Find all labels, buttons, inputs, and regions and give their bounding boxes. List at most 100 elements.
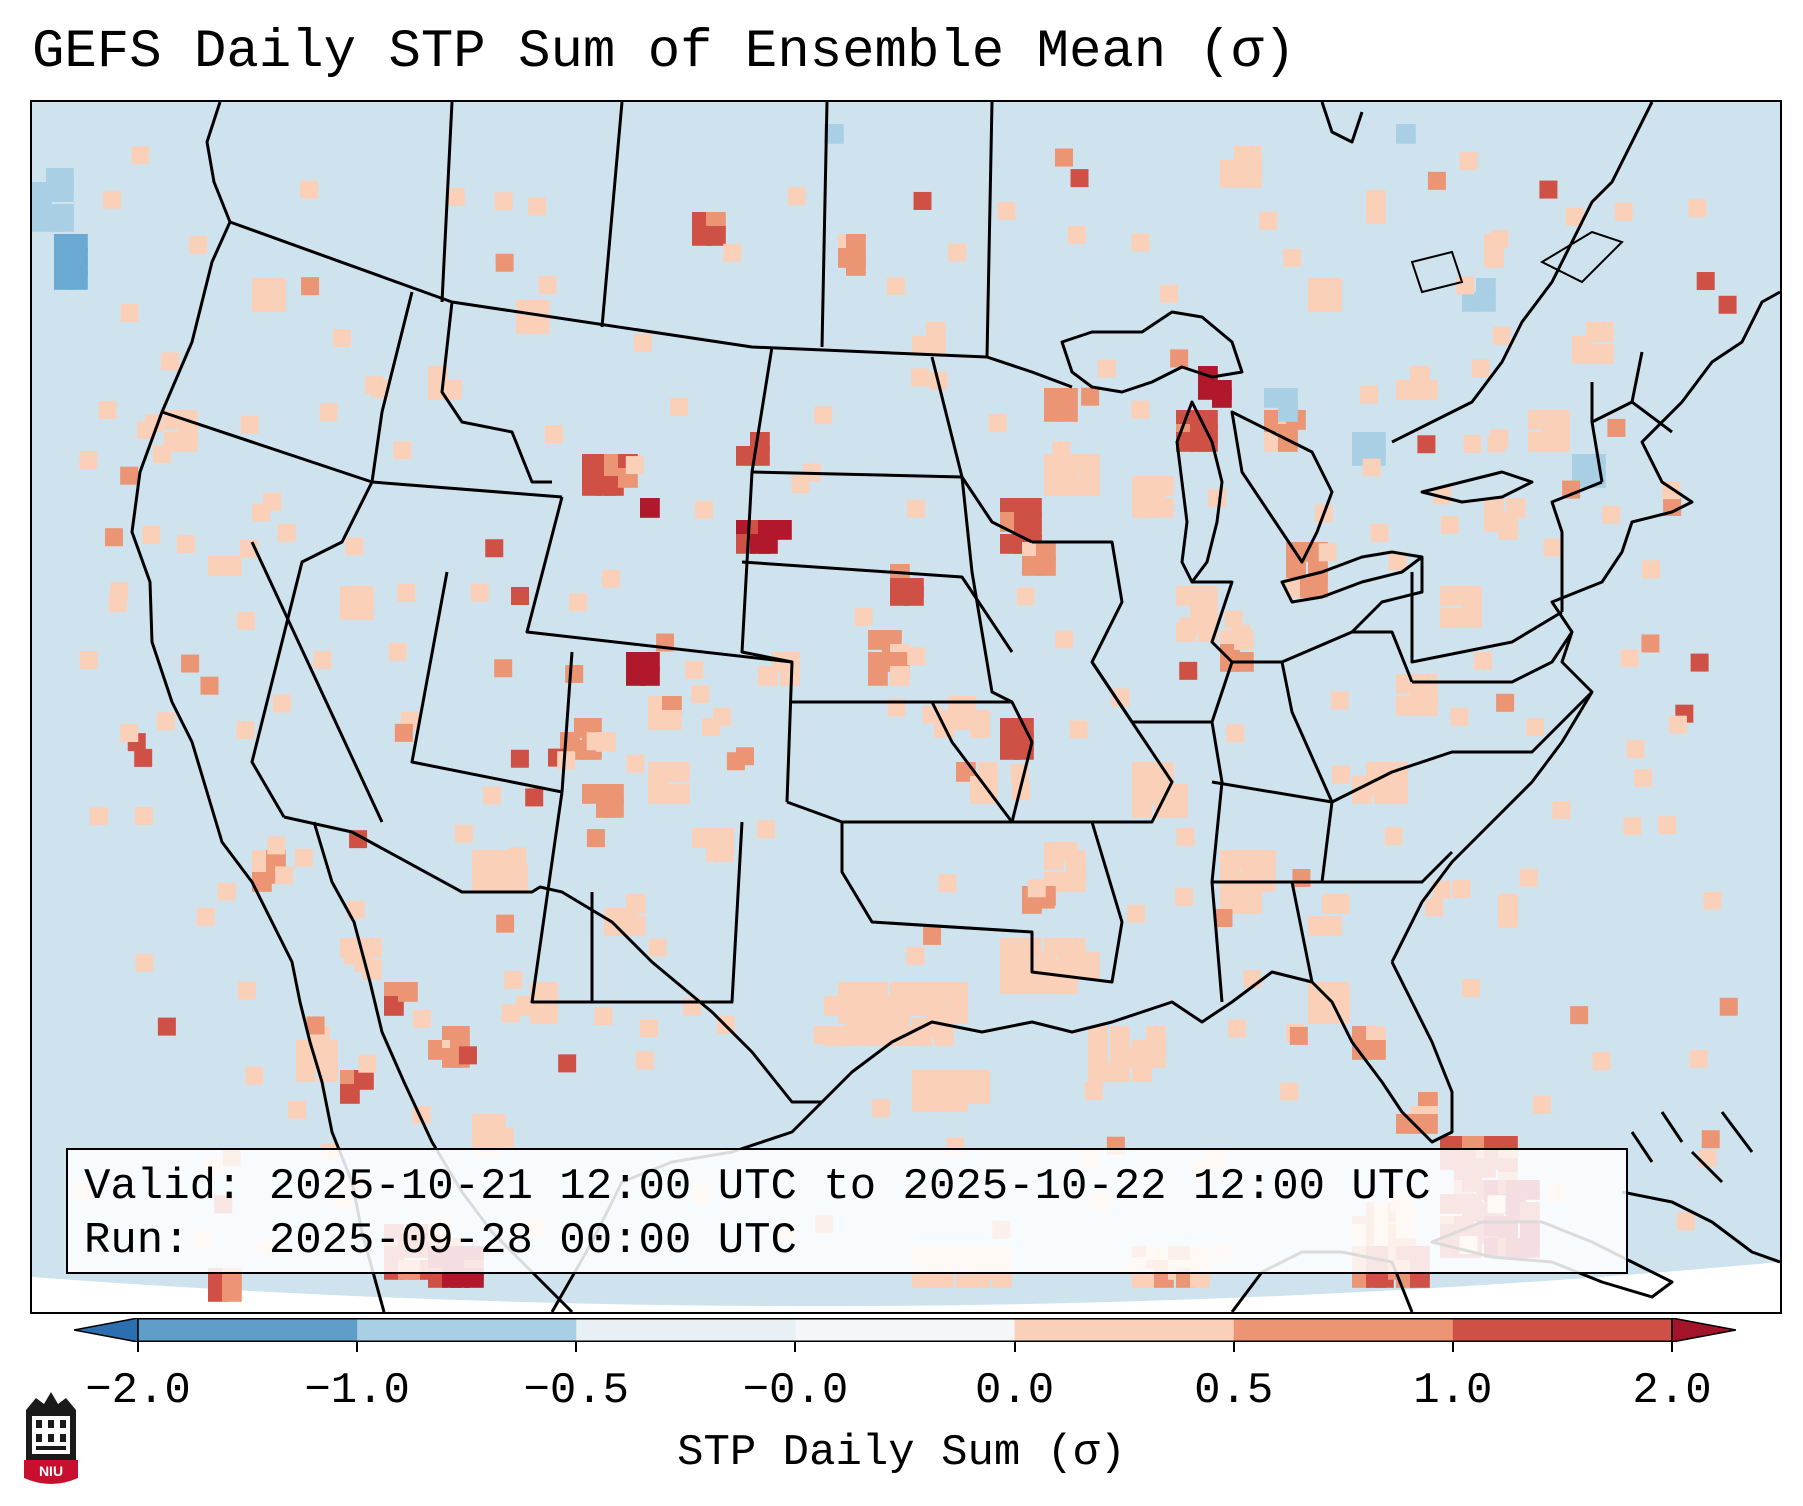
colorbar-tick-mark xyxy=(1013,1342,1016,1352)
stp-cell xyxy=(1614,202,1633,221)
stp-cell xyxy=(772,520,792,540)
stp-cell xyxy=(525,788,544,807)
stp-cell xyxy=(1111,688,1130,707)
valid-time-line: Valid: 2025-10-21 12:00 UTC to 2025-10-2… xyxy=(84,1162,1431,1212)
stp-cell xyxy=(594,1007,613,1026)
stp-cell xyxy=(1668,715,1687,734)
stp-cell xyxy=(1634,768,1653,787)
stp-cell xyxy=(1690,653,1709,672)
stp-cell xyxy=(1696,272,1715,291)
stp-cell xyxy=(1388,784,1408,804)
run-time-line: Run: 2025-09-28 00:00 UTC xyxy=(84,1216,797,1266)
stp-cell xyxy=(319,403,338,422)
stp-cell xyxy=(670,762,690,782)
stp-cell xyxy=(1097,359,1116,378)
colorbar-tick-label: −1.0 xyxy=(304,1366,410,1416)
stp-cell xyxy=(1440,515,1459,534)
stp-cell xyxy=(134,807,153,826)
projection-edge xyxy=(32,1262,1780,1312)
stp-cell xyxy=(1526,718,1545,737)
stp-cell xyxy=(120,724,139,743)
stp-cell xyxy=(626,916,646,936)
stp-cell xyxy=(1384,827,1403,846)
stp-cell xyxy=(1532,1095,1551,1114)
stp-cell xyxy=(161,352,180,371)
stp-cell xyxy=(626,754,645,773)
stp-cell xyxy=(814,406,833,425)
stp-cell xyxy=(1066,872,1086,892)
stp-cell xyxy=(1292,868,1311,887)
stp-cell xyxy=(362,938,382,958)
stp-cell xyxy=(1224,610,1243,629)
map-panel xyxy=(30,100,1782,1314)
stp-cell xyxy=(1594,322,1614,342)
stp-cell xyxy=(923,926,942,945)
stp-cell xyxy=(494,1128,514,1148)
stp-cell xyxy=(926,336,946,356)
stp-cell xyxy=(313,651,332,670)
stp-cell xyxy=(1242,894,1262,914)
stp-cell xyxy=(236,611,255,630)
stp-cell xyxy=(1170,349,1189,368)
stp-cell xyxy=(1498,520,1518,540)
stp-cell xyxy=(1070,169,1089,188)
stp-cell xyxy=(1461,979,1480,998)
colorbar-tick-mark xyxy=(794,1342,797,1352)
colorbar-tick-label: 2.0 xyxy=(1632,1366,1712,1416)
stp-cell xyxy=(1283,248,1302,267)
colorbar-extend-high xyxy=(1671,1318,1736,1342)
stp-cell xyxy=(189,235,208,254)
stp-cell xyxy=(494,659,513,678)
run-value: 2025-09-28 00:00 UTC xyxy=(268,1216,797,1266)
stp-cell xyxy=(1226,724,1245,743)
stp-cell xyxy=(726,752,745,771)
stp-cell xyxy=(1214,909,1233,928)
stp-cell xyxy=(904,586,924,606)
stp-cell xyxy=(970,718,990,738)
stp-cell xyxy=(1322,292,1342,312)
stp-cell xyxy=(458,1046,477,1065)
stp-cell xyxy=(1487,434,1506,453)
stp-cell xyxy=(1168,798,1188,818)
stp-cell xyxy=(454,824,473,843)
stp-cell xyxy=(1212,388,1232,408)
colorbar-tick-mark xyxy=(1451,1342,1454,1352)
stp-cell xyxy=(388,642,407,661)
stp-cell xyxy=(1490,230,1509,249)
stp-cell xyxy=(1688,199,1707,218)
stp-cell xyxy=(68,270,88,290)
stp-cell xyxy=(1418,1114,1438,1134)
colorbar-tick-label: −2.0 xyxy=(85,1366,191,1416)
stp-cell xyxy=(670,397,689,416)
stp-cell xyxy=(412,1009,431,1028)
stp-cell xyxy=(1594,344,1614,364)
stp-cell xyxy=(318,1062,338,1082)
stp-cell xyxy=(640,666,660,686)
stp-cell xyxy=(970,1084,990,1104)
stp-cell xyxy=(1658,816,1677,835)
colorbar xyxy=(74,1318,1736,1342)
colorbar-tick-label: 1.0 xyxy=(1413,1366,1493,1416)
stp-cell xyxy=(1127,904,1146,923)
stp-cell xyxy=(200,676,219,695)
stp-cell xyxy=(98,401,117,420)
stp-cell xyxy=(1519,868,1538,887)
stp-cell xyxy=(1322,916,1342,936)
stp-cell xyxy=(633,333,652,352)
stp-cell xyxy=(1543,538,1562,557)
stp-cell xyxy=(1492,326,1511,345)
stp-cell xyxy=(648,938,667,957)
stp-cell xyxy=(1027,879,1046,898)
stp-cell xyxy=(1565,207,1584,226)
stp-cell xyxy=(102,190,121,209)
stp-cell xyxy=(1539,180,1558,199)
stp-cell xyxy=(354,600,374,620)
stp-cell xyxy=(301,277,320,296)
stp-cell xyxy=(394,723,413,742)
stp-cell xyxy=(530,314,550,334)
stp-cell xyxy=(910,368,929,387)
stp-cell xyxy=(222,556,242,576)
stp-cell xyxy=(510,749,529,768)
stp-cell xyxy=(273,694,292,713)
stp-cell xyxy=(538,1004,558,1024)
